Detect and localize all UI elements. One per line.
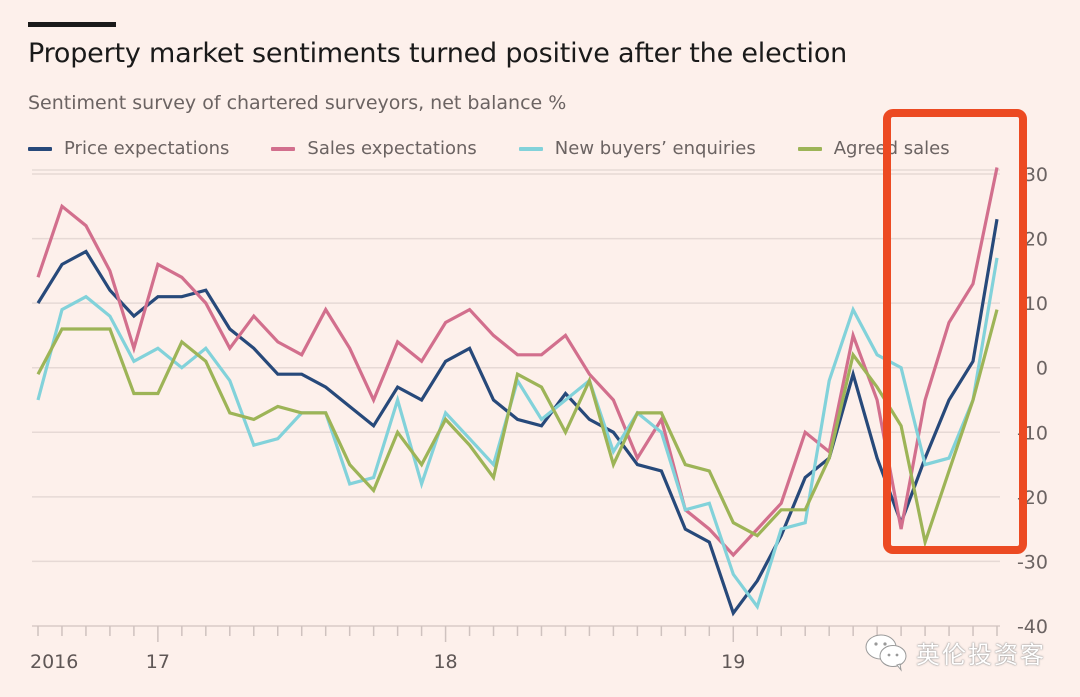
gridlines	[32, 169, 1000, 563]
legend-label-new-buyers: New buyers’ enquiries	[554, 138, 756, 159]
y-tick-label: 10	[1024, 293, 1048, 315]
series-agreed-sales	[36, 309, 999, 549]
series-lines	[36, 167, 999, 617]
legend-swatch-agreed-sales	[797, 146, 822, 151]
legend-item-sales: Sales expectations	[271, 138, 477, 159]
chart-title: Property market sentiments turned positi…	[28, 38, 848, 69]
series-line	[36, 309, 999, 549]
x-tick-label: 18	[433, 651, 457, 673]
legend-label-sales: Sales expectations	[307, 138, 477, 159]
legend-label-agreed-sales: Agreed sales	[833, 138, 950, 159]
y-tick-label: 20	[1024, 229, 1048, 251]
legend-swatch-new-buyers	[518, 146, 543, 151]
x-tick-label: 2016	[30, 651, 78, 673]
y-tick-label: -30	[1017, 551, 1048, 573]
chart-subtitle: Sentiment survey of chartered surveyors,…	[28, 92, 567, 114]
legend-item-price: Price expectations	[28, 138, 229, 159]
watermark-text: 英伦投资客	[916, 640, 1046, 669]
y-tick-label: -40	[1017, 616, 1048, 638]
series-sales-expectations	[36, 167, 999, 558]
title-accent-bar	[28, 22, 116, 27]
x-tick-label: 19	[721, 651, 745, 673]
x-tick-label: 17	[146, 651, 170, 673]
legend-swatch-sales	[271, 146, 296, 151]
legend-label-price: Price expectations	[64, 138, 230, 159]
legend-swatch-price	[28, 146, 52, 151]
x-axis: 2016 17 18 19	[30, 625, 1000, 673]
legend-item-agreed-sales: Agreed sales	[797, 138, 950, 159]
y-tick-label: 0	[1036, 358, 1048, 380]
highlight-box	[883, 109, 1027, 554]
highlight-rectangle	[883, 109, 1027, 554]
legend: Price expectations Sales expectations Ne…	[28, 138, 992, 159]
legend-item-new-buyers: New buyers’ enquiries	[518, 138, 756, 159]
watermark: 英伦投资客	[864, 632, 1046, 672]
y-tick-label: 30	[1024, 164, 1048, 186]
wechat-icon	[865, 634, 907, 672]
